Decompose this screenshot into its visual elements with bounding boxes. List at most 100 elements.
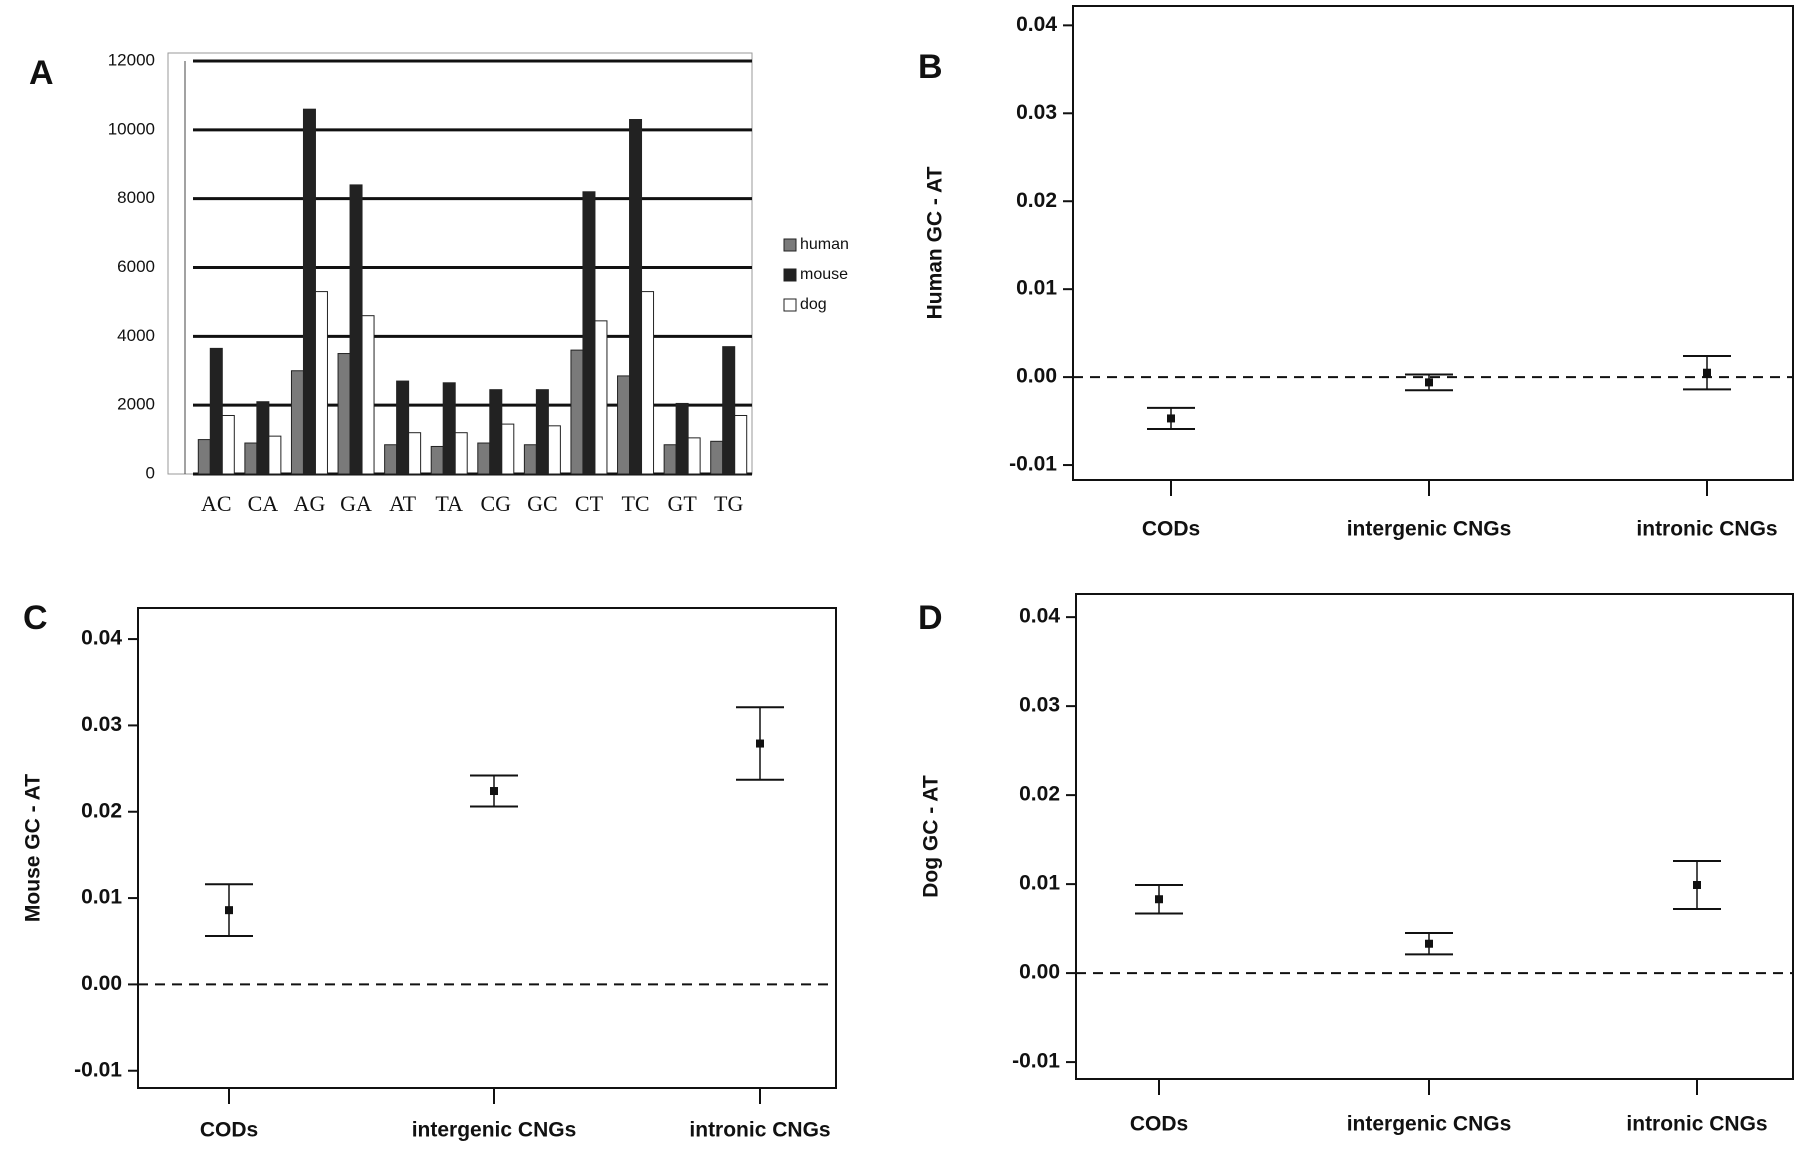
x-tick-label: GA (340, 491, 372, 516)
y-tick-label: -0.01 (1012, 1050, 1060, 1073)
x-tick-label: GC (527, 491, 558, 516)
bar (454, 432, 468, 475)
legend-label: mouse (800, 266, 848, 283)
bar (430, 445, 444, 475)
x-tick-label: CODs (1130, 1113, 1188, 1136)
y-tick-label: 0.03 (1016, 101, 1057, 124)
mean-point (490, 787, 498, 796)
x-tick-label: TA (435, 491, 463, 516)
bar (442, 382, 456, 475)
bar (337, 353, 351, 475)
bar (197, 439, 211, 475)
y-tick-label: 12000 (108, 50, 155, 69)
x-tick-label: intergenic CNGs (1347, 518, 1512, 541)
y-tick-label: 0.04 (1019, 605, 1060, 628)
y-tick-label: 0.02 (1019, 783, 1060, 806)
x-tick-label: intronic CNGs (1626, 1113, 1767, 1136)
y-tick-label: 0.00 (1016, 365, 1057, 388)
x-tick-label: intronic CNGs (689, 1119, 830, 1142)
bar (617, 375, 631, 475)
x-tick-label: TC (621, 491, 649, 516)
y-tick-label: 0.02 (81, 799, 122, 822)
x-tick-label: CG (481, 491, 512, 516)
x-tick-label: CT (575, 491, 604, 516)
bar (629, 119, 643, 475)
mean-point (1167, 414, 1175, 423)
x-tick-label: intronic CNGs (1636, 518, 1777, 541)
x-tick-label: intergenic CNGs (412, 1119, 577, 1142)
bar (675, 402, 689, 475)
plot-area (167, 52, 753, 475)
plot-frame (1075, 593, 1794, 1080)
bar (209, 347, 223, 475)
x-tick-label: AT (389, 491, 416, 516)
mean-point (1155, 895, 1163, 904)
mean-point (1693, 881, 1701, 889)
bar (641, 291, 655, 475)
bar (361, 315, 375, 475)
y-tick-label: 0.01 (1019, 872, 1060, 895)
plot-frame (137, 607, 837, 1089)
y-tick-label: 6000 (117, 257, 155, 276)
y-tick-label: 4000 (117, 326, 155, 345)
y-tick-label: 0.00 (81, 972, 122, 995)
bar (663, 444, 677, 475)
y-axis-label: Human GC - AT (924, 166, 947, 319)
x-tick-label: intergenic CNGs (1347, 1113, 1512, 1136)
x-tick-label: GT (667, 491, 697, 516)
bar (687, 437, 701, 475)
panel-letter: C (23, 599, 48, 637)
y-tick-label: -0.01 (1009, 453, 1057, 476)
y-tick-label: 0.04 (1016, 13, 1057, 36)
y-tick-label: 0.01 (1016, 277, 1057, 300)
bar (570, 349, 584, 475)
legend-swatch (783, 238, 797, 252)
legend-label: dog (800, 296, 827, 313)
bar (244, 442, 258, 475)
y-tick-label: 0.00 (1019, 961, 1060, 984)
y-tick-label: 2000 (117, 395, 155, 414)
y-tick-label: 0 (146, 463, 155, 482)
bar (523, 444, 537, 475)
x-tick-label: TG (714, 491, 743, 516)
bar (221, 414, 235, 475)
bar (535, 389, 549, 475)
bar (268, 435, 282, 475)
panel-letter: A (29, 54, 54, 92)
bar (477, 442, 491, 475)
bar (290, 370, 304, 475)
bar (710, 440, 724, 475)
plot-frame (1072, 5, 1794, 481)
mean-point (1425, 939, 1433, 948)
panel-letter: D (918, 599, 943, 637)
y-tick-label: 0.02 (1016, 189, 1057, 212)
y-tick-label: 0.03 (1019, 694, 1060, 717)
bar (722, 346, 736, 475)
bar (314, 291, 328, 475)
bar (396, 380, 410, 475)
bar (582, 191, 596, 475)
y-tick-label: 0.03 (81, 713, 122, 736)
bar (489, 389, 503, 475)
bar (256, 401, 270, 475)
y-axis-label: Mouse GC - AT (22, 774, 45, 922)
y-tick-label: -0.01 (74, 1058, 122, 1081)
bar (547, 425, 561, 475)
bar (408, 432, 422, 475)
mean-point (1425, 378, 1433, 387)
bar (734, 414, 748, 475)
mean-point (225, 906, 233, 915)
x-tick-label: CODs (200, 1119, 258, 1142)
bar (594, 320, 608, 475)
mean-point (756, 739, 764, 748)
bar (349, 184, 363, 475)
y-axis-label: Dog GC - AT (920, 775, 943, 898)
y-tick-label: 0.01 (81, 886, 122, 909)
x-tick-label: CODs (1142, 518, 1200, 541)
legend-swatch (783, 298, 797, 312)
bar (501, 423, 515, 475)
x-tick-label: AG (294, 491, 326, 516)
y-tick-label: 0.04 (81, 627, 122, 650)
panel-letter: B (918, 48, 943, 86)
